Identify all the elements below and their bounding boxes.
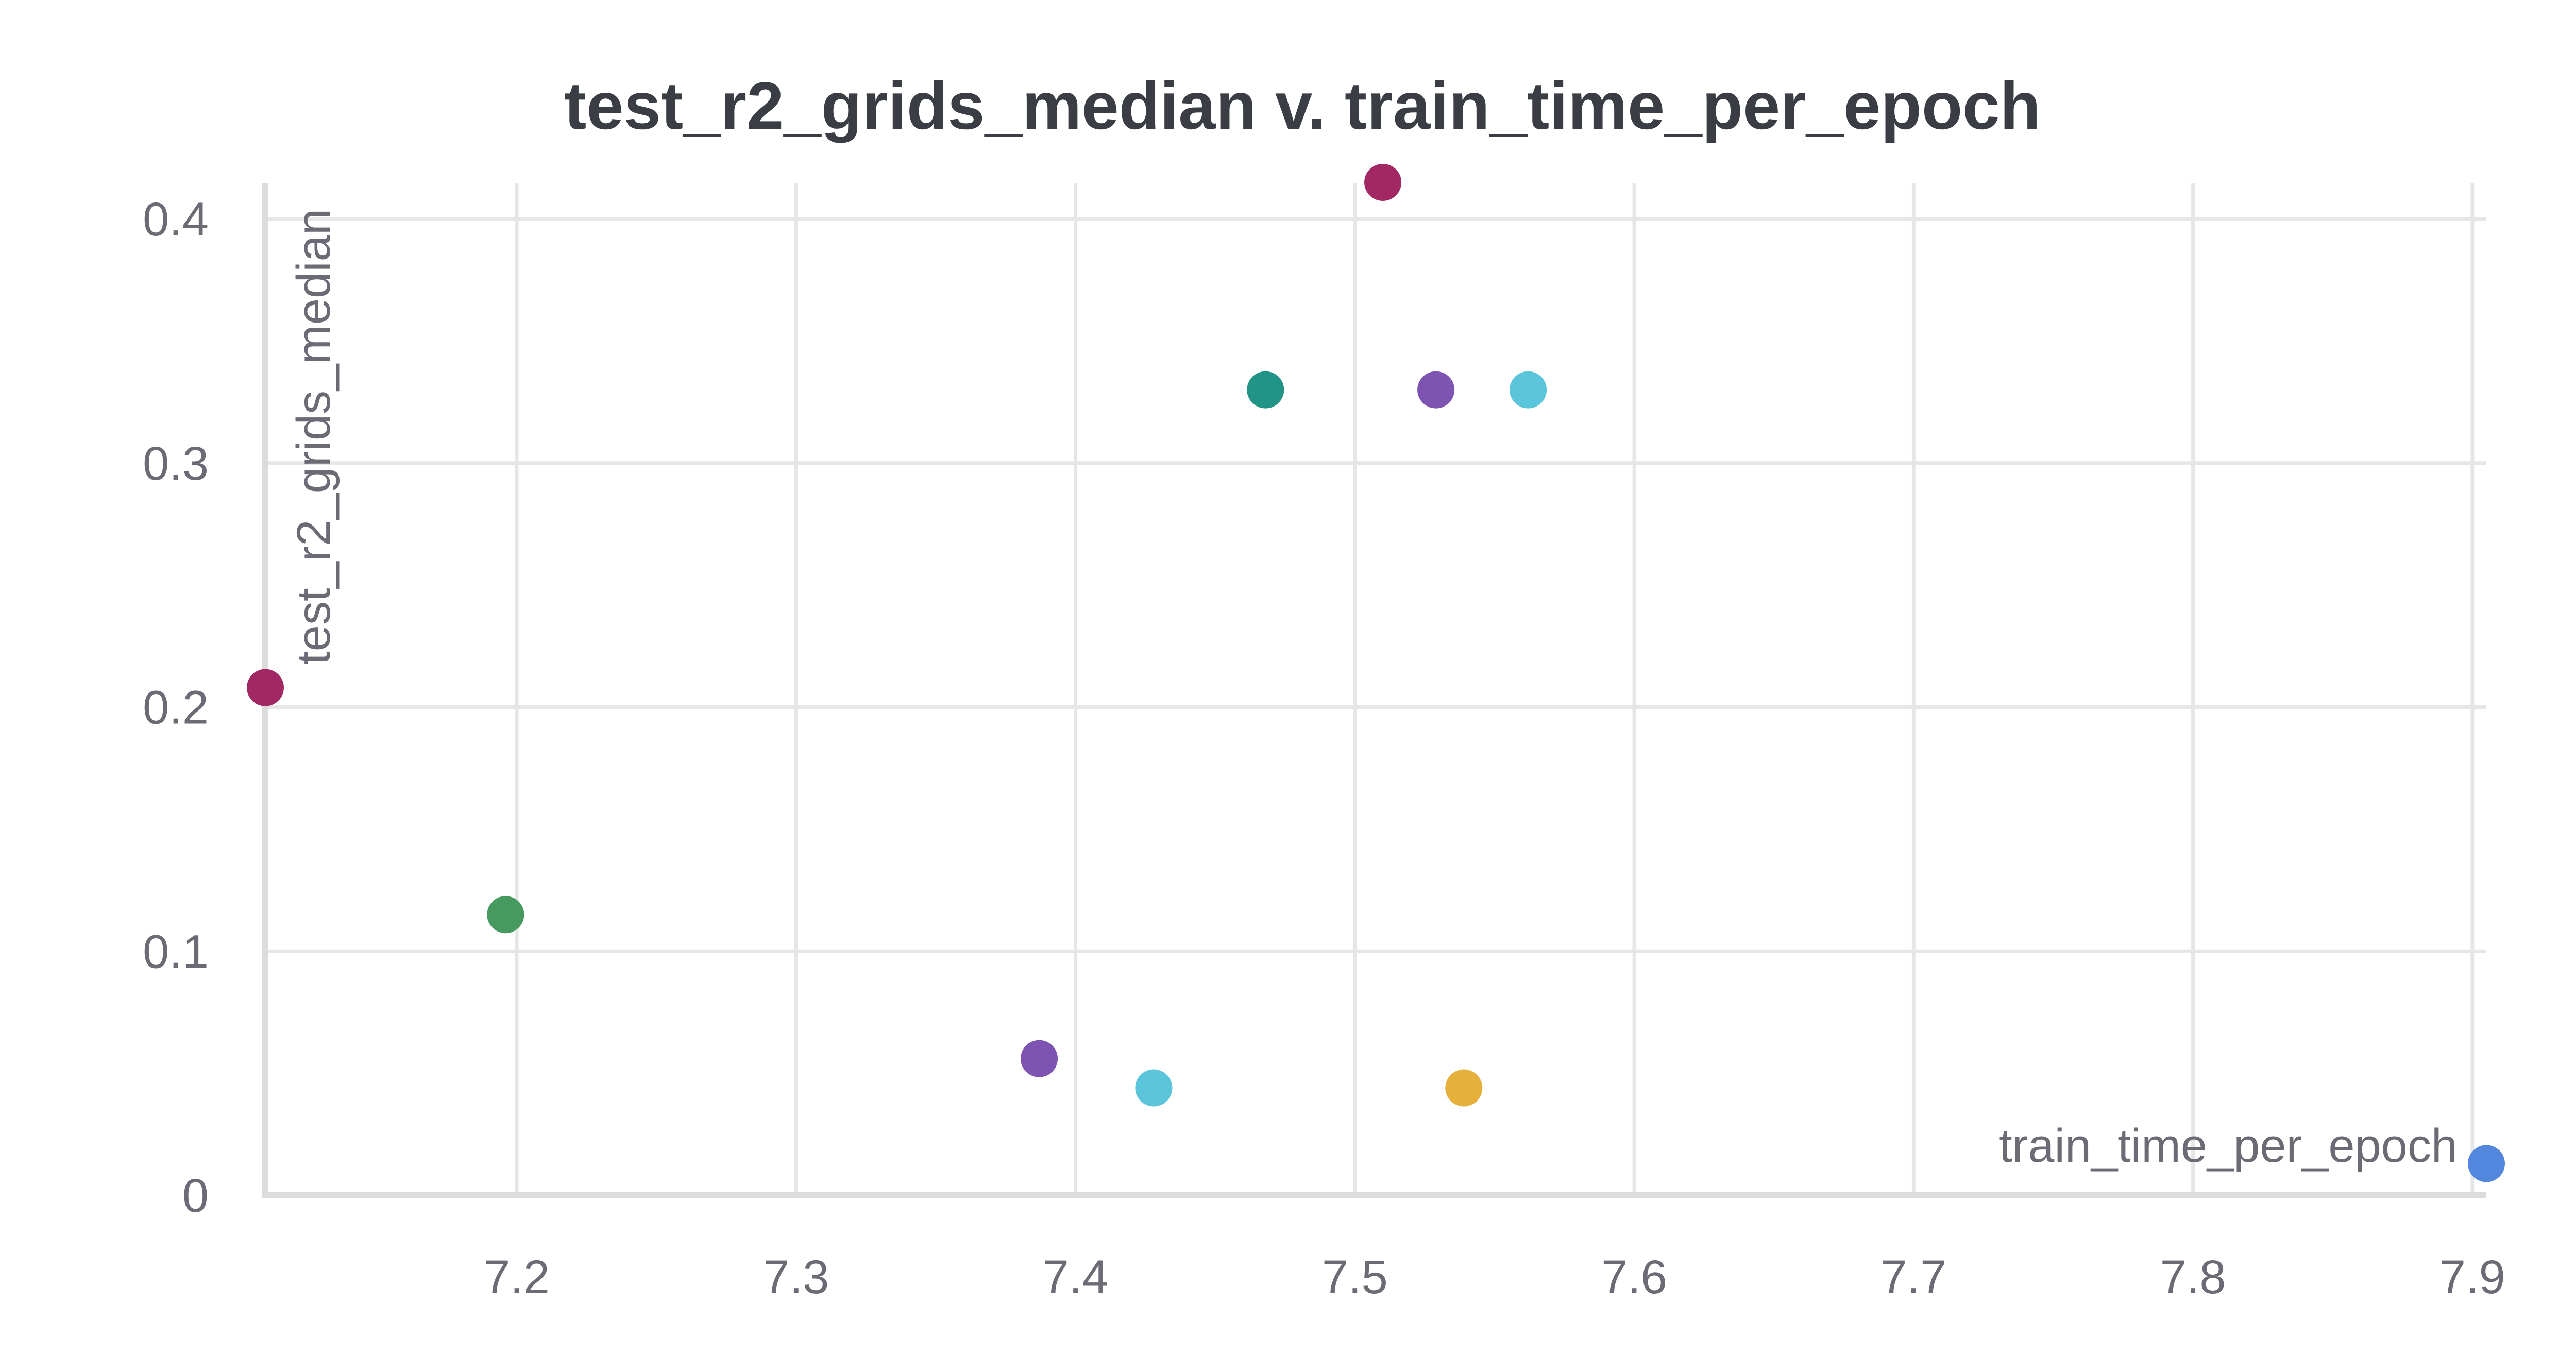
y-tick-label: 0 [182,1170,209,1222]
data-point[interactable] [2468,1145,2505,1182]
x-tick-label: 7.2 [484,1251,550,1304]
data-point[interactable] [1445,1069,1483,1107]
chart-title: test_r2_grids_median v. train_time_per_e… [564,68,2041,143]
x-tick-label: 7.3 [763,1251,829,1304]
x-tick-label: 7.4 [1043,1251,1109,1304]
data-point[interactable] [1135,1069,1173,1107]
x-tick-label: 7.8 [2160,1251,2226,1304]
y-axis-title: test_r2_grids_median [287,209,340,665]
x-tick-label: 7.5 [1322,1251,1388,1304]
y-tick-label: 0.2 [143,682,209,734]
data-point[interactable] [1021,1040,1058,1077]
tick-labels: 0 0.1 0.2 0.3 0.4 7.2 7.3 7.4 7.5 7.6 7.7 7.8 7.9 [143,193,2505,1304]
y-tick-label: 0.4 [143,193,209,246]
y-tick-label: 0.1 [143,925,209,978]
x-tick-label: 7.6 [1601,1251,1667,1304]
y-tick-label: 0.3 [143,437,209,490]
grid [265,183,2486,1197]
data-point[interactable] [1417,371,1455,409]
data-points [247,163,2505,1182]
data-point[interactable] [1247,371,1284,409]
x-axis-title: train_time_per_epoch [1999,1120,2458,1172]
data-point[interactable] [247,669,284,706]
data-point[interactable] [487,896,524,934]
axes [262,183,2486,1198]
x-tick-label: 7.9 [2439,1251,2505,1304]
x-tick-label: 7.7 [1880,1251,1946,1304]
data-point[interactable] [1510,371,1547,409]
data-point[interactable] [1364,163,1402,201]
